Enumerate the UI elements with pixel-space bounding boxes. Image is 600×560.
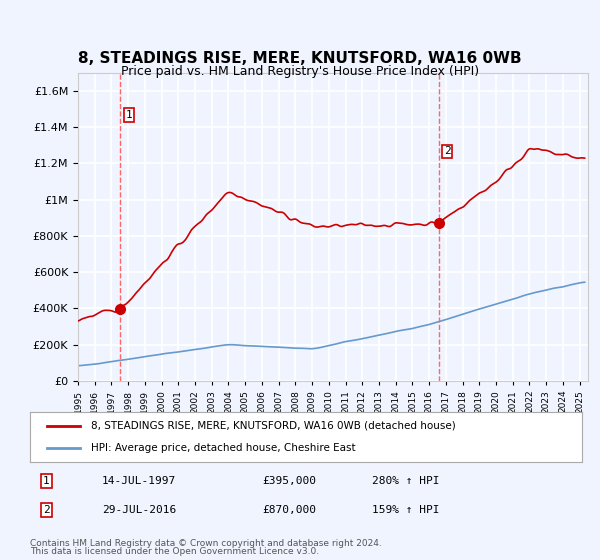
- Text: Price paid vs. HM Land Registry's House Price Index (HPI): Price paid vs. HM Land Registry's House …: [121, 65, 479, 78]
- Text: 8, STEADINGS RISE, MERE, KNUTSFORD, WA16 0WB: 8, STEADINGS RISE, MERE, KNUTSFORD, WA16…: [78, 52, 522, 66]
- Text: HPI: Average price, detached house, Cheshire East: HPI: Average price, detached house, Ches…: [91, 443, 355, 453]
- Text: 2: 2: [443, 146, 451, 156]
- Text: 1: 1: [125, 110, 132, 120]
- Text: 8, STEADINGS RISE, MERE, KNUTSFORD, WA16 0WB (detached house): 8, STEADINGS RISE, MERE, KNUTSFORD, WA16…: [91, 421, 455, 431]
- Text: 159% ↑ HPI: 159% ↑ HPI: [372, 505, 440, 515]
- Text: This data is licensed under the Open Government Licence v3.0.: This data is licensed under the Open Gov…: [30, 548, 319, 557]
- Text: Contains HM Land Registry data © Crown copyright and database right 2024.: Contains HM Land Registry data © Crown c…: [30, 539, 382, 548]
- Text: 280% ↑ HPI: 280% ↑ HPI: [372, 476, 440, 486]
- Text: 1: 1: [43, 476, 50, 486]
- Text: 14-JUL-1997: 14-JUL-1997: [102, 476, 176, 486]
- Text: £870,000: £870,000: [262, 505, 316, 515]
- Text: 2: 2: [43, 505, 50, 515]
- Text: 29-JUL-2016: 29-JUL-2016: [102, 505, 176, 515]
- Text: £395,000: £395,000: [262, 476, 316, 486]
